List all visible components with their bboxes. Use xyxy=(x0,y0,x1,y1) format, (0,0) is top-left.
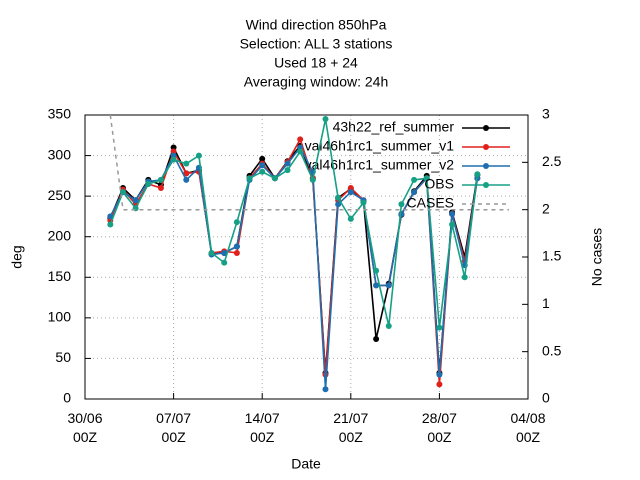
legend-marker xyxy=(483,182,489,188)
y-tick-label: 0 xyxy=(63,390,71,406)
data-point xyxy=(183,176,190,183)
x-axis-label: Date xyxy=(291,456,321,472)
x-tick-label: 04/08 00Z xyxy=(510,410,545,445)
plot-frame xyxy=(84,114,529,400)
data-point xyxy=(373,335,380,342)
data-point xyxy=(259,155,266,162)
legend-marker xyxy=(483,144,489,150)
x-tick-label: 30/06 00Z xyxy=(67,410,102,445)
data-point xyxy=(347,215,354,222)
data-point xyxy=(221,249,228,256)
data-point xyxy=(335,194,342,201)
series-line xyxy=(109,146,479,390)
chart-title: Averaging window: 24h xyxy=(244,74,389,90)
x-tick-label: 21/07 00Z xyxy=(333,410,368,445)
data-point xyxy=(107,213,114,220)
data-point xyxy=(284,160,291,167)
y2-tick-label: 2.5 xyxy=(542,153,562,169)
data-point xyxy=(195,152,202,159)
legend-marker xyxy=(483,125,489,131)
series-line xyxy=(109,144,479,374)
legend-label: CASES xyxy=(407,195,454,211)
y2-tick-label: 0.5 xyxy=(542,342,562,358)
y-tick-label: 150 xyxy=(48,268,72,284)
data-point xyxy=(259,168,266,175)
chart-title: Used 18 + 24 xyxy=(274,55,358,71)
data-point xyxy=(411,189,418,196)
legend-label: val46h1rc1_summer_v2 xyxy=(305,157,455,173)
data-point xyxy=(398,210,405,217)
data-point xyxy=(170,156,177,163)
data-point xyxy=(335,201,342,208)
data-point xyxy=(436,371,443,378)
data-point xyxy=(183,160,190,167)
data-point xyxy=(373,282,380,289)
legend-label: val46h1rc1_summer_v1 xyxy=(305,138,455,154)
data-point xyxy=(322,116,329,123)
data-point xyxy=(221,259,228,266)
data-point xyxy=(284,167,291,174)
data-point xyxy=(132,197,139,204)
series-line xyxy=(109,137,479,385)
data-point xyxy=(385,282,392,289)
data-point xyxy=(233,249,240,256)
data-point xyxy=(271,175,278,182)
series-line xyxy=(109,114,509,211)
data-point xyxy=(119,189,126,196)
chart-title: Selection: ALL 3 stations xyxy=(240,36,393,52)
y2-tick-label: 2 xyxy=(542,200,550,216)
data-point xyxy=(157,185,164,192)
y-tick-label: 350 xyxy=(48,106,72,122)
y-tick-label: 50 xyxy=(55,349,71,365)
y-tick-label: 250 xyxy=(48,187,72,203)
data-point xyxy=(360,199,367,206)
data-point xyxy=(208,249,215,256)
chart-title: Wind direction 850hPa xyxy=(246,17,387,33)
data-point xyxy=(246,175,253,182)
data-point xyxy=(322,386,329,393)
y-tick-label: 200 xyxy=(48,227,72,243)
data-point xyxy=(145,180,152,187)
y-tick-label: 300 xyxy=(48,146,72,162)
data-point xyxy=(461,274,468,281)
y2-tick-label: 0 xyxy=(542,390,550,406)
data-point xyxy=(297,136,304,143)
data-point xyxy=(183,170,190,177)
data-point xyxy=(157,176,164,183)
data-point xyxy=(449,221,456,228)
data-point xyxy=(385,322,392,329)
data-point xyxy=(259,162,266,169)
data-point xyxy=(347,189,354,196)
data-point xyxy=(436,381,443,388)
data-point xyxy=(436,324,443,331)
x-tick-label: 07/07 00Z xyxy=(156,410,191,445)
data-point xyxy=(449,210,456,217)
y2-tick-label: 1 xyxy=(542,295,550,311)
y-tick-label: 100 xyxy=(48,309,72,325)
legend-label: 43h22_ref_summer xyxy=(333,119,455,135)
data-point xyxy=(233,243,240,250)
legend-label: OBS xyxy=(424,176,454,192)
data-point xyxy=(423,175,430,182)
y-axis-label: deg xyxy=(9,245,25,268)
legend-marker xyxy=(483,163,489,169)
data-point xyxy=(309,176,316,183)
data-point xyxy=(373,267,380,274)
data-point xyxy=(411,176,418,183)
y2-tick-label: 1.5 xyxy=(542,248,562,264)
x-tick-label: 28/07 00Z xyxy=(422,410,457,445)
data-point xyxy=(107,221,114,228)
data-point xyxy=(474,171,481,178)
x-tick-label: 14/07 00Z xyxy=(245,410,280,445)
y2-tick-label: 3 xyxy=(542,106,550,122)
data-point xyxy=(398,201,405,208)
data-point xyxy=(233,219,240,226)
data-point xyxy=(297,148,304,155)
y2-axis-label: No cases xyxy=(589,228,605,286)
